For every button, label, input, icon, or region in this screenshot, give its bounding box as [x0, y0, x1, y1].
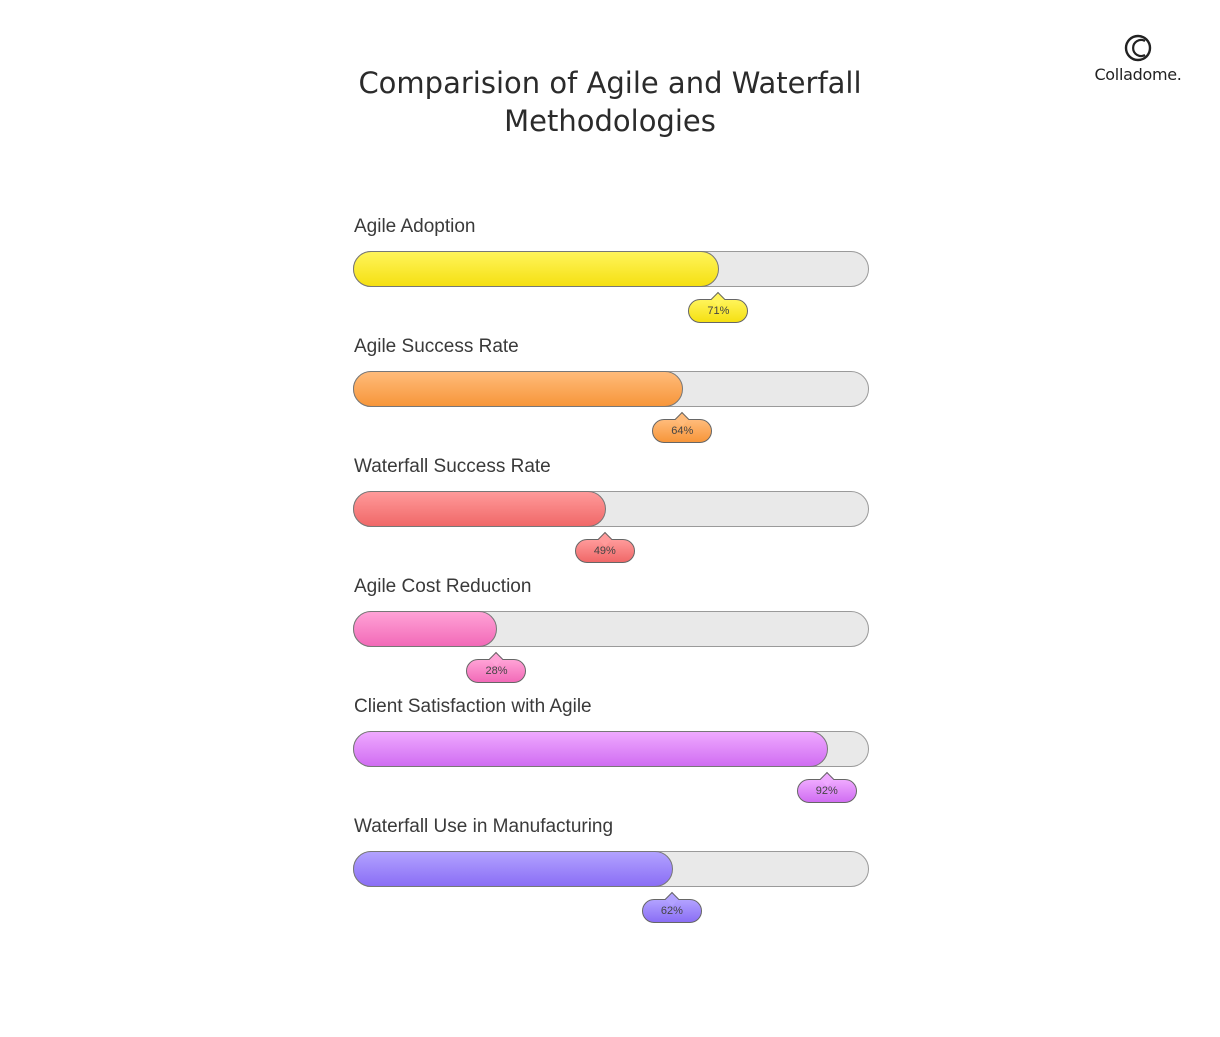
bar-label: Client Satisfaction with Agile	[354, 696, 592, 717]
value-label-pointer	[597, 531, 612, 547]
value-label: 92%	[796, 771, 857, 803]
value-label-pointer	[819, 771, 834, 787]
value-label-text: 64%	[671, 425, 694, 437]
bar-label: Agile Success Rate	[354, 336, 519, 357]
bar-track	[353, 731, 869, 767]
colladome-logo-icon	[1124, 34, 1152, 62]
bar-label: Agile Cost Reduction	[354, 576, 532, 597]
value-label: 28%	[466, 651, 527, 683]
bar-label: Waterfall Success Rate	[354, 456, 551, 477]
bar-track	[353, 371, 869, 407]
bar-track	[353, 251, 869, 287]
bar-label: Waterfall Use in Manufacturing	[354, 816, 614, 837]
value-label-pointer	[489, 651, 504, 667]
value-label-text: 62%	[660, 905, 683, 917]
bar-fill	[353, 371, 684, 407]
bar-fill	[353, 851, 673, 887]
brand-name: Colladome.	[1094, 65, 1182, 84]
value-label: 64%	[652, 411, 713, 443]
bar-track	[353, 611, 869, 647]
bar-label: Agile Adoption	[354, 216, 476, 237]
bar-track	[353, 491, 869, 527]
value-label-pointer	[675, 411, 690, 427]
bar-fill	[353, 251, 720, 287]
value-label-text: 28%	[485, 665, 508, 677]
value-label: 49%	[574, 531, 635, 563]
value-label-pointer	[664, 891, 679, 907]
value-label-text: 71%	[707, 305, 730, 317]
bar-fill	[353, 611, 498, 647]
value-label-text: 49%	[593, 545, 616, 557]
chart-title: Comparision of Agile and Waterfall Metho…	[358, 66, 862, 138]
brand-logo: Colladome.	[1088, 32, 1188, 84]
bar-fill	[353, 491, 606, 527]
value-label: 62%	[641, 891, 702, 923]
value-label: 71%	[688, 291, 749, 323]
value-label-pointer	[711, 291, 726, 307]
bar-track	[353, 851, 869, 887]
value-label-text: 92%	[815, 785, 838, 797]
bar-fill	[353, 731, 828, 767]
